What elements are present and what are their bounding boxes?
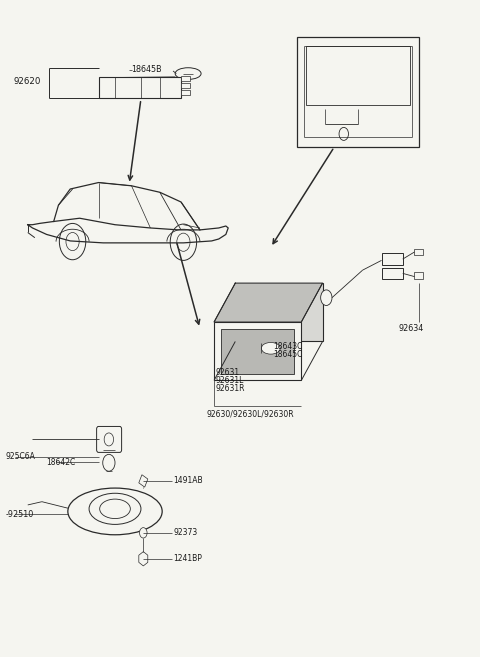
Circle shape <box>177 233 190 252</box>
Bar <box>214 322 301 380</box>
Bar <box>181 76 190 81</box>
Text: 92630/92630L/92630R: 92630/92630L/92630R <box>207 409 295 419</box>
Bar <box>382 267 403 279</box>
Polygon shape <box>214 283 323 322</box>
Text: 92620: 92620 <box>13 77 41 86</box>
Bar <box>297 37 419 147</box>
FancyBboxPatch shape <box>96 426 121 453</box>
Text: 18642C: 18642C <box>47 458 76 466</box>
Ellipse shape <box>175 68 201 79</box>
Bar <box>181 83 190 88</box>
Bar <box>221 328 294 374</box>
Ellipse shape <box>100 499 131 518</box>
Text: 18645B: 18645B <box>132 64 162 74</box>
Bar <box>414 249 423 255</box>
Circle shape <box>103 455 115 471</box>
Text: 18643C: 18643C <box>273 342 302 351</box>
Ellipse shape <box>261 342 280 354</box>
Text: 92373: 92373 <box>173 528 197 537</box>
Circle shape <box>104 433 114 446</box>
Circle shape <box>339 127 348 141</box>
Bar <box>181 90 190 95</box>
Circle shape <box>66 233 79 251</box>
Bar <box>98 78 181 99</box>
Text: 925C6A: 925C6A <box>5 453 35 461</box>
Text: 1241BP: 1241BP <box>173 555 202 563</box>
Text: 1491AB: 1491AB <box>173 476 203 486</box>
Text: 18645C: 18645C <box>273 350 302 359</box>
Text: 92631: 92631 <box>215 368 239 377</box>
Text: 92631R: 92631R <box>215 384 244 393</box>
Text: 92634: 92634 <box>398 324 423 333</box>
Circle shape <box>321 290 332 306</box>
Circle shape <box>140 528 147 538</box>
Text: 92631L: 92631L <box>215 376 243 385</box>
Bar <box>382 253 403 265</box>
Ellipse shape <box>89 493 141 524</box>
Bar <box>306 47 410 104</box>
Circle shape <box>170 224 197 260</box>
Text: -92510: -92510 <box>5 510 33 518</box>
Circle shape <box>60 223 86 260</box>
Bar <box>414 272 423 279</box>
Bar <box>235 283 323 342</box>
Ellipse shape <box>68 488 162 535</box>
